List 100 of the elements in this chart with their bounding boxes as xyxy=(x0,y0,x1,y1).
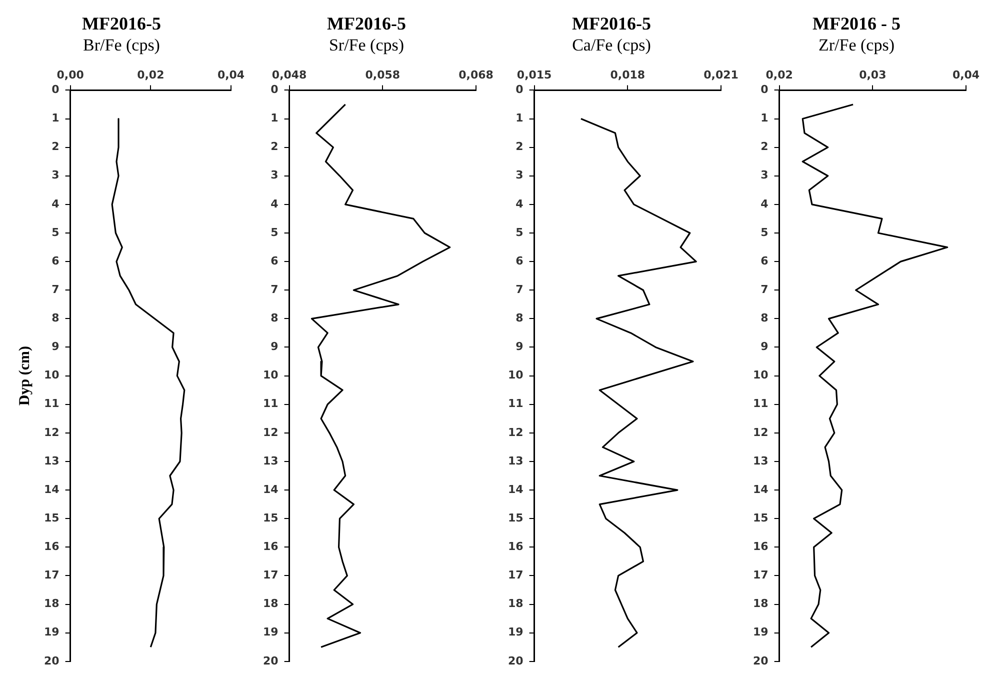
y-tick-label: 4 xyxy=(52,197,60,210)
chart-subtitle: Br/Fe (cps) xyxy=(83,35,160,54)
y-tick-label: 12 xyxy=(262,426,278,439)
y-tick-label: 18 xyxy=(752,597,768,610)
y-tick-label: 15 xyxy=(508,511,524,524)
y-tick-label: 19 xyxy=(752,626,768,639)
x-tick-label: 0,04 xyxy=(217,68,245,82)
y-tick-label: 16 xyxy=(44,540,60,554)
x-tick-label: 0,00 xyxy=(56,68,84,82)
y-tick-label: 20 xyxy=(262,654,279,668)
y-tick-label: 2 xyxy=(270,140,278,154)
y-tick-label: 12 xyxy=(508,426,524,439)
y-tick-label: 18 xyxy=(262,597,278,610)
y-tick-label: 4 xyxy=(760,197,769,210)
x-tick-label: 0,015 xyxy=(516,68,552,82)
y-tick-label: 16 xyxy=(752,540,769,554)
y-tick-label: 14 xyxy=(44,482,60,496)
x-tick-label: 0,048 xyxy=(272,68,307,82)
y-tick-label: 6 xyxy=(760,254,769,268)
y-tick-label: 17 xyxy=(508,568,524,582)
y-tick-label: 12 xyxy=(752,426,768,439)
y-tick-label: 7 xyxy=(270,282,278,296)
x-tick-label: 0,04 xyxy=(952,68,980,82)
y-tick-label: 8 xyxy=(270,312,278,325)
y-tick-label: 7 xyxy=(516,282,524,296)
x-tick-label: 0,02 xyxy=(766,68,793,82)
y-tick-label: 14 xyxy=(262,482,279,496)
x-tick-label: 0,018 xyxy=(610,68,646,82)
y-tick-label: 20 xyxy=(44,654,60,668)
x-tick-label: 0,058 xyxy=(365,68,400,82)
y-tick-label: 5 xyxy=(52,226,60,239)
y-axis-title: Dyp (cm) xyxy=(16,346,33,406)
y-tick-label: 14 xyxy=(508,482,524,496)
y-tick-label: 19 xyxy=(262,626,278,639)
y-tick-label: 8 xyxy=(760,312,768,325)
chart-title: MF2016-5 xyxy=(572,13,651,34)
y-tick-label: 16 xyxy=(262,540,279,554)
chart-subtitle: Ca/Fe (cps) xyxy=(572,35,651,54)
y-tick-label: 11 xyxy=(752,397,768,410)
chart-title: MF2016-5 xyxy=(327,13,406,34)
y-tick-label: 13 xyxy=(508,454,524,468)
y-tick-label: 7 xyxy=(52,282,60,296)
y-tick-label: 13 xyxy=(44,454,60,468)
y-tick-label: 8 xyxy=(516,312,524,325)
y-tick-label: 3 xyxy=(516,168,524,182)
y-tick-label: 3 xyxy=(270,168,278,182)
y-tick-label: 0 xyxy=(760,83,769,96)
y-tick-label: 9 xyxy=(760,340,768,354)
y-tick-label: 17 xyxy=(262,568,278,582)
x-tick-label: 0,021 xyxy=(704,68,738,82)
x-tick-label: 0,03 xyxy=(859,68,886,82)
chart-title: MF2016-5 xyxy=(82,13,161,34)
y-tick-label: 10 xyxy=(44,368,60,382)
y-tick-label: 6 xyxy=(270,254,279,268)
y-tick-label: 14 xyxy=(752,482,769,496)
y-tick-label: 0 xyxy=(270,83,279,96)
y-tick-label: 20 xyxy=(508,654,524,668)
y-tick-label: 8 xyxy=(52,312,60,325)
y-tick-label: 6 xyxy=(52,254,60,268)
y-tick-label: 9 xyxy=(52,340,60,354)
y-tick-label: 3 xyxy=(760,168,768,182)
y-tick-label: 13 xyxy=(262,454,278,468)
y-tick-label: 19 xyxy=(44,626,60,639)
y-tick-label: 6 xyxy=(516,254,524,268)
y-tick-label: 10 xyxy=(752,368,769,382)
y-tick-label: 15 xyxy=(44,511,60,524)
y-tick-label: 3 xyxy=(52,168,60,182)
y-tick-label: 10 xyxy=(508,368,524,382)
y-tick-label: 2 xyxy=(52,140,60,154)
y-tick-label: 0 xyxy=(516,83,524,96)
y-tick-label: 17 xyxy=(44,568,60,582)
y-tick-label: 10 xyxy=(262,368,279,382)
y-tick-label: 9 xyxy=(270,340,278,354)
y-tick-label: 4 xyxy=(516,197,524,210)
y-tick-label: 9 xyxy=(516,340,524,354)
y-tick-label: 19 xyxy=(508,626,524,639)
y-tick-label: 11 xyxy=(508,397,524,410)
y-tick-label: 0 xyxy=(52,83,60,96)
chart-subtitle: Sr/Fe (cps) xyxy=(328,35,404,54)
y-tick-label: 2 xyxy=(760,140,768,154)
y-tick-label: 1 xyxy=(760,112,768,125)
y-tick-label: 13 xyxy=(752,454,768,468)
y-tick-label: 5 xyxy=(516,226,524,239)
y-tick-label: 2 xyxy=(516,140,524,154)
y-tick-label: 20 xyxy=(752,654,769,668)
y-tick-label: 11 xyxy=(262,397,278,410)
y-tick-label: 11 xyxy=(44,397,60,410)
y-tick-label: 17 xyxy=(752,568,768,582)
chart-subtitle: Zr/Fe (cps) xyxy=(818,35,895,54)
x-tick-label: 0,02 xyxy=(137,68,164,82)
y-tick-label: 5 xyxy=(760,226,768,239)
chart-title: MF2016 - 5 xyxy=(812,13,900,34)
y-tick-label: 4 xyxy=(270,197,279,210)
y-tick-label: 18 xyxy=(508,597,524,610)
y-tick-label: 18 xyxy=(44,597,60,610)
y-tick-label: 1 xyxy=(52,112,60,125)
x-tick-label: 0,068 xyxy=(458,68,494,82)
y-tick-label: 15 xyxy=(752,511,768,524)
y-tick-label: 16 xyxy=(508,540,524,554)
y-tick-label: 1 xyxy=(516,112,524,125)
